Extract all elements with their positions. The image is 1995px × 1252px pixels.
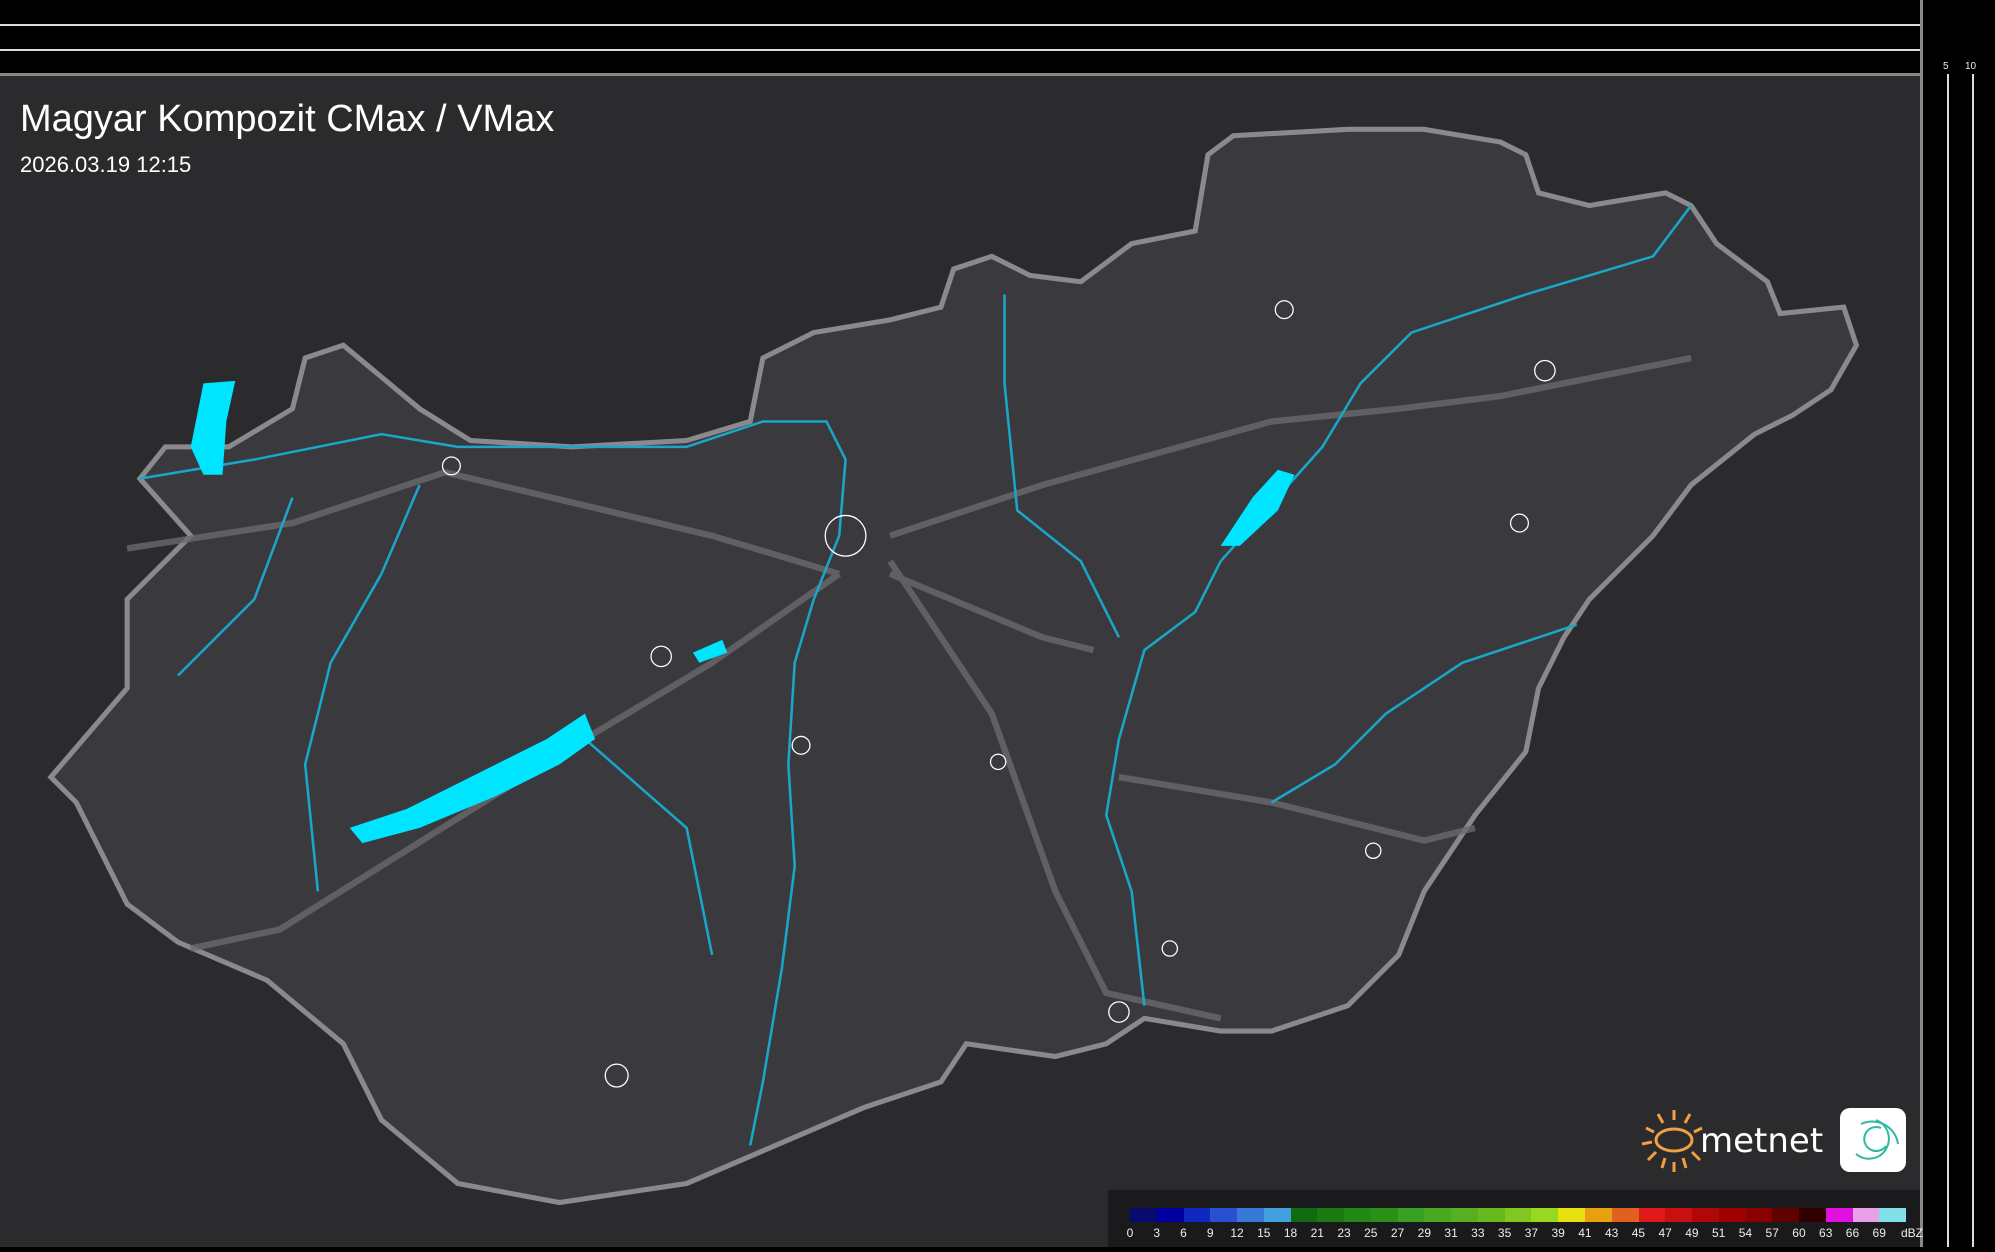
gridline-10 [0,24,1920,26]
legend-swatch [1665,1208,1693,1222]
timestamp: 2026.03.19 12:15 [20,152,192,177]
legend-label: 0 [1126,1226,1134,1240]
legend-label: 31 [1444,1226,1458,1240]
dbz-legend: 0 3 6 9 12 15 18 21 23 25 27 29 31 33 35 37 39 41 43 45 47 49… [1108,1190,1924,1247]
legend-swatch [1531,1208,1559,1222]
right-axis-label: 10 [1965,61,1977,72]
legend-swatch [1370,1208,1398,1222]
legend-label: 33 [1471,1226,1485,1240]
logo-text: metnet [1700,1121,1823,1161]
legend-label: 63 [1819,1226,1833,1240]
legend-label: 25 [1364,1226,1378,1240]
legend-swatch [1317,1208,1345,1222]
legend-label: 45 [1631,1226,1646,1240]
hungary-outline [47,126,1860,1206]
legend-label: 60 [1792,1226,1806,1240]
sun-icon [1641,1110,1703,1172]
right-profile-panel: 5 10 [1920,0,1995,1247]
legend-label: 41 [1578,1226,1592,1240]
danube-river [139,420,847,1146]
legend-label: 37 [1524,1226,1539,1240]
legend-swatch [1130,1208,1157,1222]
legend-swatch [1585,1208,1612,1222]
legend-swatch [1638,1208,1666,1222]
legend-swatch [1397,1208,1425,1222]
legend-label: 27 [1390,1226,1405,1240]
legend-label: 21 [1310,1226,1324,1240]
legend-label: 3 [1153,1226,1161,1240]
roads [126,354,1692,1022]
color-scale [1130,1208,1907,1222]
legend-swatch [1344,1208,1371,1222]
right-axis-label: 5 [1943,61,1949,72]
legend-label: 57 [1765,1226,1779,1240]
legend-label: 54 [1738,1226,1753,1240]
legend-label: 9 [1206,1226,1214,1240]
map-svg [47,126,1860,1206]
legend-label: 66 [1845,1226,1860,1240]
legend-label: 49 [1685,1226,1699,1240]
legend-swatch [1799,1208,1826,1222]
legend-swatch [1558,1208,1586,1222]
legend-swatch [1879,1208,1907,1222]
legend-swatch [1504,1208,1532,1222]
legend-label: 35 [1497,1226,1512,1240]
legend-swatch [1183,1208,1211,1222]
lake-velence [692,639,728,663]
legend-swatch [1611,1208,1639,1222]
legend-label: 18 [1283,1226,1298,1240]
legend-swatch [1477,1208,1505,1222]
legend-swatch [1772,1208,1800,1222]
legend-swatch [1718,1208,1746,1222]
legend-swatch [1745,1208,1773,1222]
legend-swatch [1424,1208,1452,1222]
map-title: Magyar Kompozit CMax / VMax [20,98,555,140]
lake-balaton [349,713,596,844]
legend-label: 29 [1417,1226,1432,1240]
rivers [139,204,1693,1146]
legend-label: 47 [1658,1226,1672,1240]
legend-label: 23 [1337,1226,1351,1240]
legend-label: 69 [1872,1226,1886,1240]
top-profile-panel: 10 5 [0,0,1935,76]
legend-label: 51 [1712,1226,1726,1240]
tisza-river [1104,204,1693,1006]
gridline-10 [1972,74,1974,1247]
lakes [190,380,1295,844]
metnet-logo: metnet [1636,1104,1908,1176]
gridline-5 [0,49,1920,51]
radar-map[interactable] [0,76,1920,1247]
legend-label: 6 [1180,1226,1187,1240]
legend-swatch [1156,1208,1184,1222]
legend-swatch [1290,1208,1318,1222]
settlements [441,300,1556,1088]
legend-swatch [1692,1208,1719,1222]
legend-swatch [1825,1208,1853,1222]
legend-label: 12 [1230,1226,1244,1240]
legend-unit: dBZ [1900,1226,1924,1240]
swirl-icon [1855,1119,1899,1160]
legend-swatch [1210,1208,1238,1222]
legend-swatch [1263,1208,1291,1222]
legend-swatch [1852,1208,1880,1222]
lake-neusiedl [190,380,236,475]
lake-tisza [1220,469,1295,546]
gridline-5 [1947,74,1949,1247]
legend-swatch [1237,1208,1264,1222]
legend-label: 39 [1551,1226,1565,1240]
legend-label: 43 [1604,1226,1619,1240]
legend-swatch [1451,1208,1478,1222]
legend-label: 15 [1257,1226,1271,1240]
